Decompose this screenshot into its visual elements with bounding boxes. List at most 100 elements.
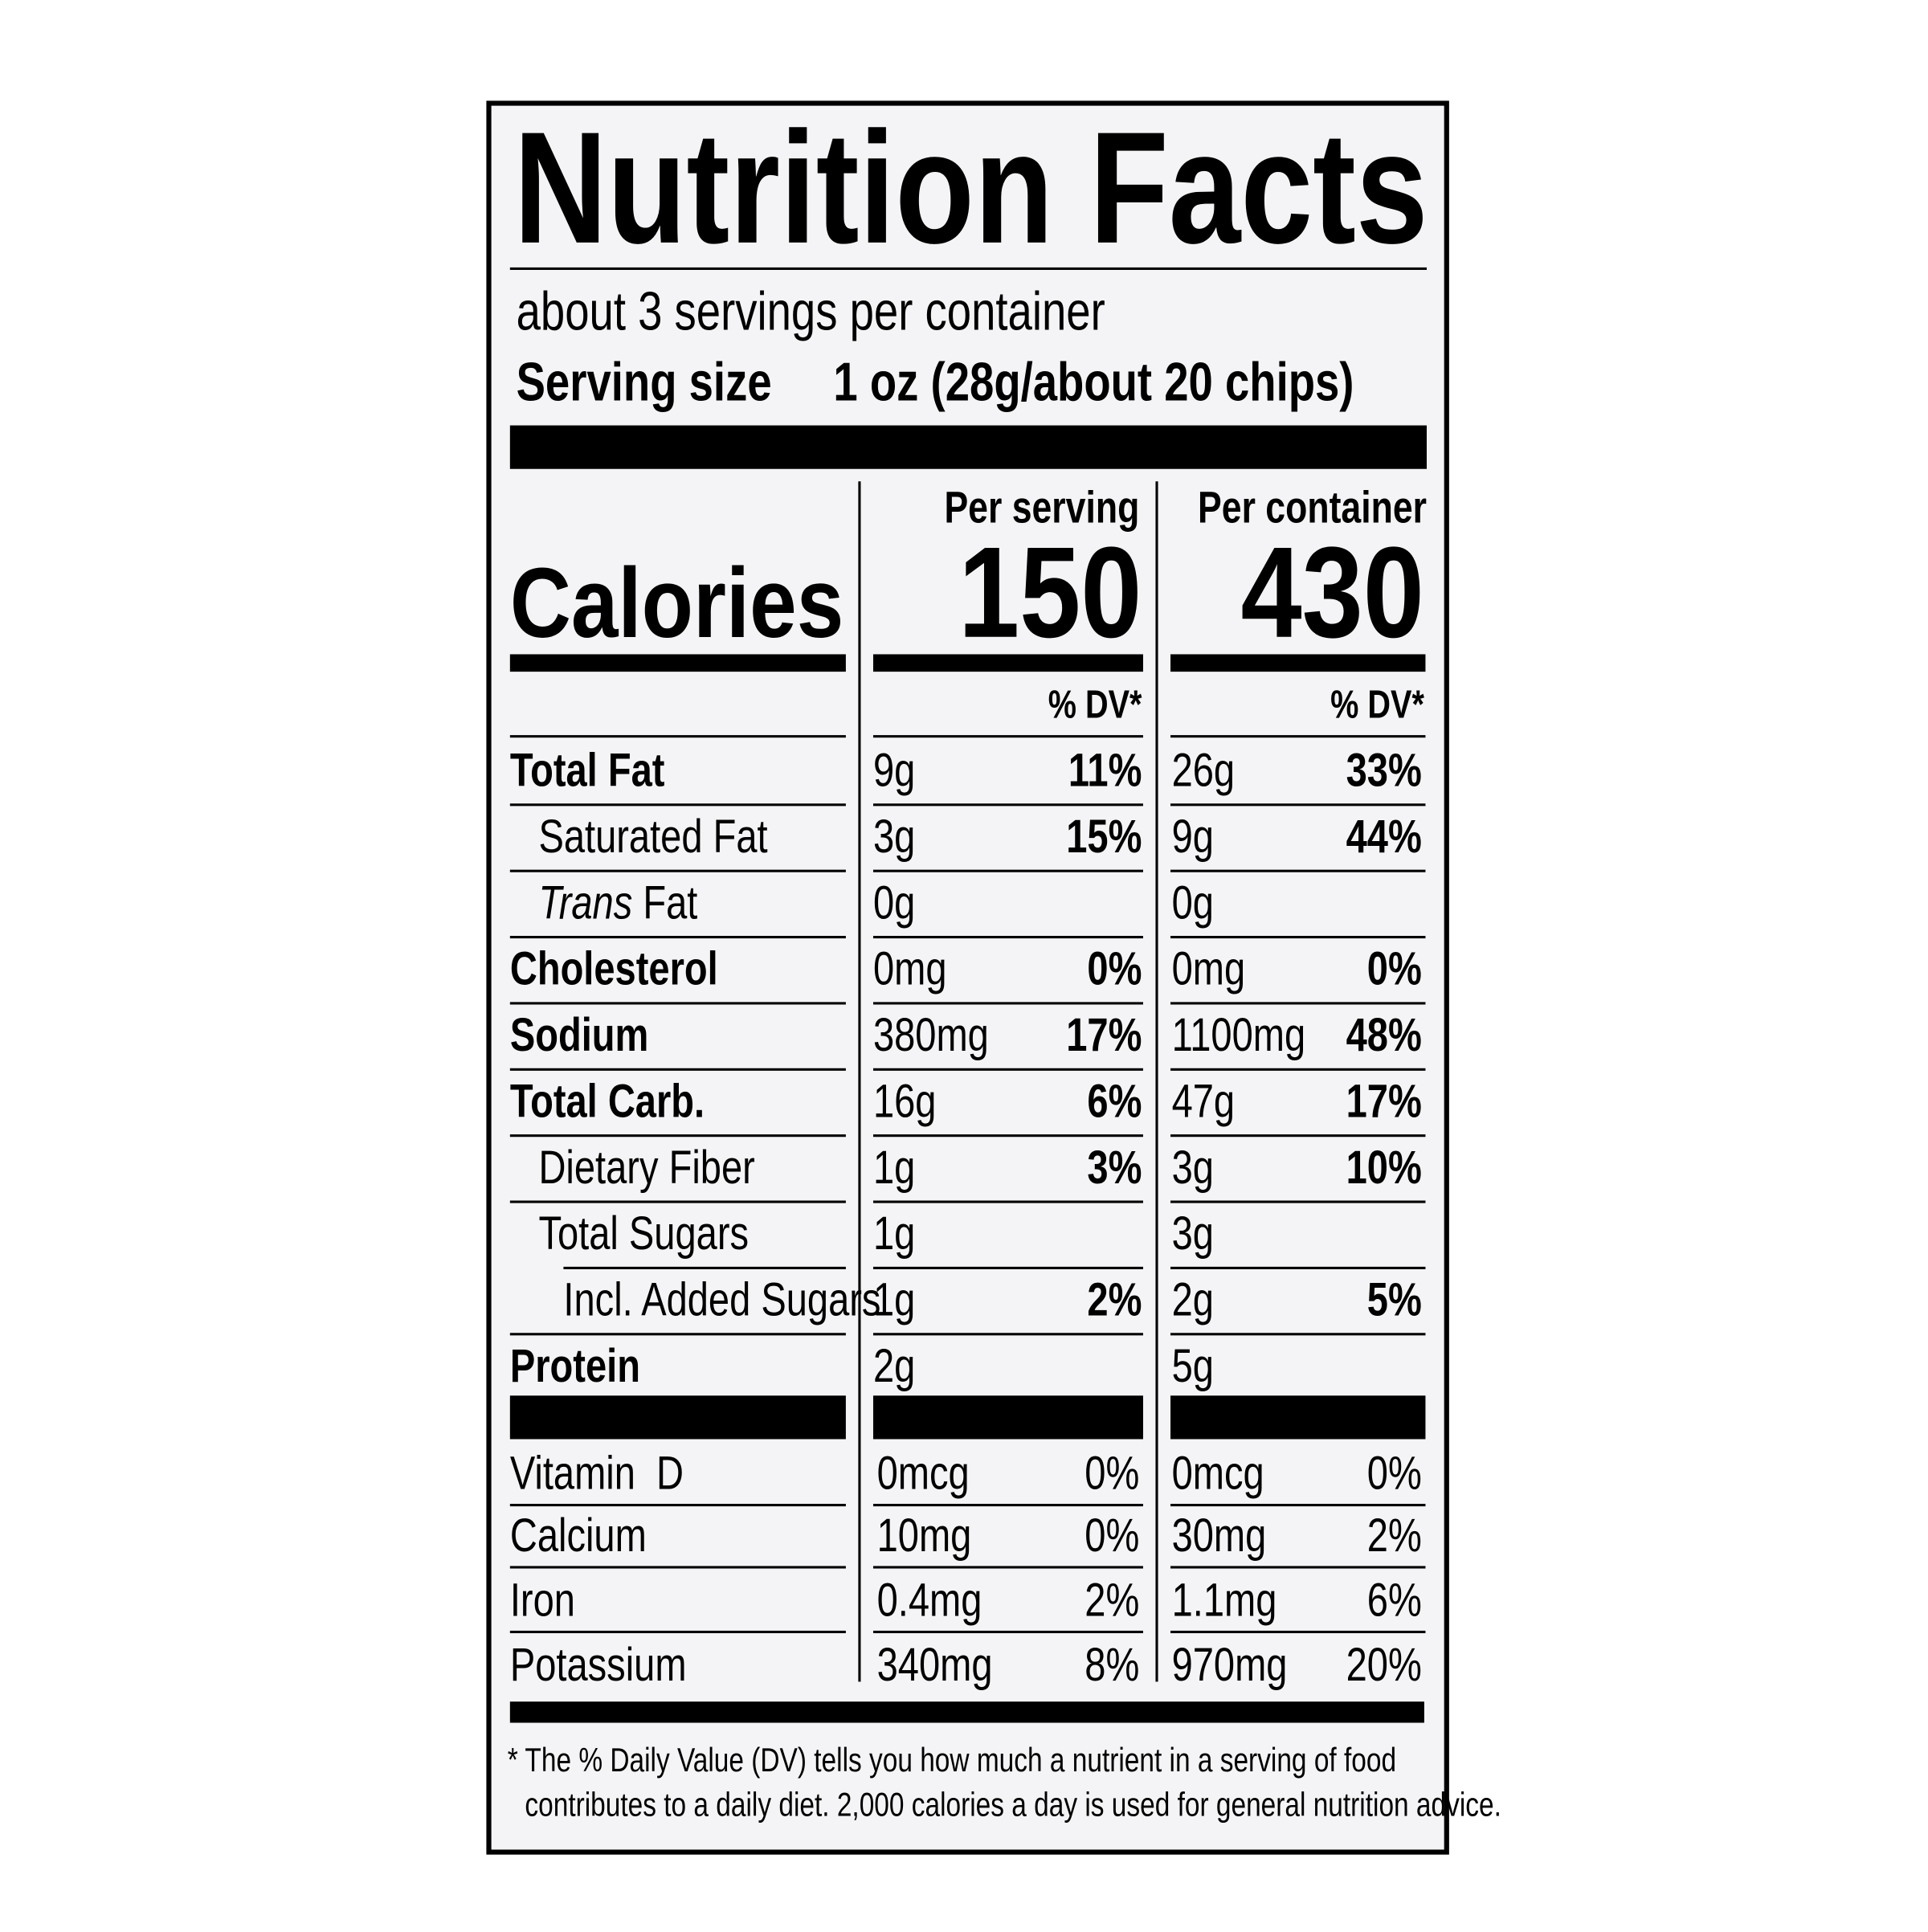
column-divider — [858, 481, 861, 1682]
daily-value: 33% — [1346, 745, 1422, 797]
nutrient-name: Sodium — [510, 1009, 649, 1061]
nutrient-name: Incl. Added Sugars — [563, 1274, 880, 1326]
daily-value: 0% — [1367, 943, 1422, 995]
calories-value: 150 — [958, 520, 1142, 664]
rule — [872, 1566, 1143, 1569]
thick-bar — [1170, 1395, 1426, 1440]
amount: 0mcg — [877, 1448, 970, 1500]
daily-value: 44% — [1346, 811, 1422, 863]
daily-value: 11% — [1068, 745, 1142, 797]
amount: 0g — [873, 876, 915, 929]
medium-bar — [509, 1701, 1424, 1723]
daily-value: 5% — [1367, 1274, 1422, 1326]
rule — [872, 1630, 1143, 1634]
serving-size-value: 1 oz (28g/about 20 chips) — [833, 352, 1354, 413]
thick-bar — [509, 425, 1428, 469]
nutrient-name: Total Fat — [510, 745, 665, 797]
footnote: contributes to a daily diet. 2,000 calor… — [525, 1787, 1501, 1824]
rule — [872, 1266, 1143, 1269]
name-part: Saturated Fat — [538, 811, 767, 863]
vitamin-name: Potassium — [510, 1639, 687, 1691]
column-header: Per serving — [944, 482, 1139, 533]
amount: 9g — [1172, 811, 1214, 863]
footnote: * The % Daily Value (DV) tells you how m… — [508, 1742, 1396, 1779]
daily-value: 2% — [1087, 1274, 1142, 1326]
rule — [509, 1068, 846, 1071]
daily-value: 10% — [1346, 1142, 1422, 1194]
amount: 3g — [873, 811, 915, 863]
rule — [509, 1630, 846, 1634]
nutrient-name: Dietary Fiber — [538, 1142, 754, 1194]
name-part: Fat — [632, 876, 697, 929]
vitamin-name: Calcium — [510, 1509, 647, 1562]
nutrient-name: Total Carb. — [510, 1076, 705, 1128]
title: Nutrition Facts — [513, 99, 1428, 276]
thick-bar — [509, 1395, 846, 1440]
daily-value: 0% — [1084, 1509, 1139, 1562]
daily-value: 0% — [1087, 943, 1142, 995]
daily-value: 0% — [1367, 1448, 1422, 1500]
dv-header: % DV* — [1330, 681, 1424, 726]
rule — [509, 267, 1428, 270]
amount: 26g — [1172, 745, 1236, 797]
name-part: Protein — [510, 1340, 640, 1392]
nutrient-name: Total Sugars — [538, 1207, 749, 1260]
amount: 0.4mg — [877, 1574, 982, 1626]
amount: 0mcg — [1172, 1448, 1264, 1500]
name-part: Total Fat — [510, 745, 665, 797]
amount: 340mg — [877, 1639, 993, 1691]
rule — [509, 936, 846, 939]
amount: 1100mg — [1172, 1009, 1306, 1061]
rule — [1170, 1068, 1426, 1071]
daily-value: 6% — [1367, 1574, 1422, 1626]
rule — [509, 1504, 846, 1507]
rule — [1170, 803, 1426, 807]
rule — [872, 1333, 1143, 1336]
rule — [872, 1200, 1143, 1203]
amount: 30mg — [1172, 1509, 1267, 1562]
amount: 1g — [873, 1142, 915, 1194]
rule — [1170, 1200, 1426, 1203]
rule — [1170, 1333, 1426, 1336]
daily-value: 17% — [1066, 1009, 1142, 1061]
nutrient-name: Saturated Fat — [538, 811, 767, 863]
medium-bar — [509, 654, 846, 672]
amount: 1g — [873, 1207, 915, 1260]
rule — [1170, 936, 1426, 939]
rule — [509, 735, 846, 738]
daily-value: 8% — [1084, 1639, 1139, 1691]
rule — [509, 1333, 846, 1336]
amount: 5g — [1172, 1340, 1214, 1392]
name-part: Total Carb. — [510, 1076, 705, 1128]
rule — [563, 1266, 846, 1269]
name-part: Total Sugars — [538, 1207, 749, 1260]
amount: 380mg — [873, 1009, 989, 1061]
amount: 16g — [873, 1076, 937, 1128]
amount: 10mg — [877, 1509, 972, 1562]
label-frame — [486, 100, 1449, 1855]
rule — [1170, 1002, 1426, 1005]
calories-value: 430 — [1241, 520, 1424, 664]
column-divider — [1155, 481, 1158, 1682]
nutrient-name: Cholesterol — [510, 943, 718, 995]
daily-value: 17% — [1346, 1076, 1422, 1128]
rule — [509, 1566, 846, 1569]
rule — [872, 803, 1143, 807]
amount: 1.1mg — [1172, 1574, 1277, 1626]
servings: about 3 servings per container — [517, 281, 1105, 342]
rule — [509, 869, 846, 872]
vitamin-name: Iron — [510, 1574, 575, 1626]
rule — [1170, 1504, 1426, 1507]
rule — [1170, 1134, 1426, 1138]
amount: 0g — [1172, 876, 1214, 929]
amount: 970mg — [1172, 1639, 1288, 1691]
daily-value: 0% — [1084, 1448, 1139, 1500]
amount: 3g — [1172, 1142, 1214, 1194]
rule — [509, 803, 846, 807]
rule — [872, 1134, 1143, 1138]
daily-value: 48% — [1346, 1009, 1422, 1061]
daily-value: 3% — [1087, 1142, 1142, 1194]
amount: 0mg — [873, 943, 947, 995]
medium-bar — [1170, 654, 1426, 672]
